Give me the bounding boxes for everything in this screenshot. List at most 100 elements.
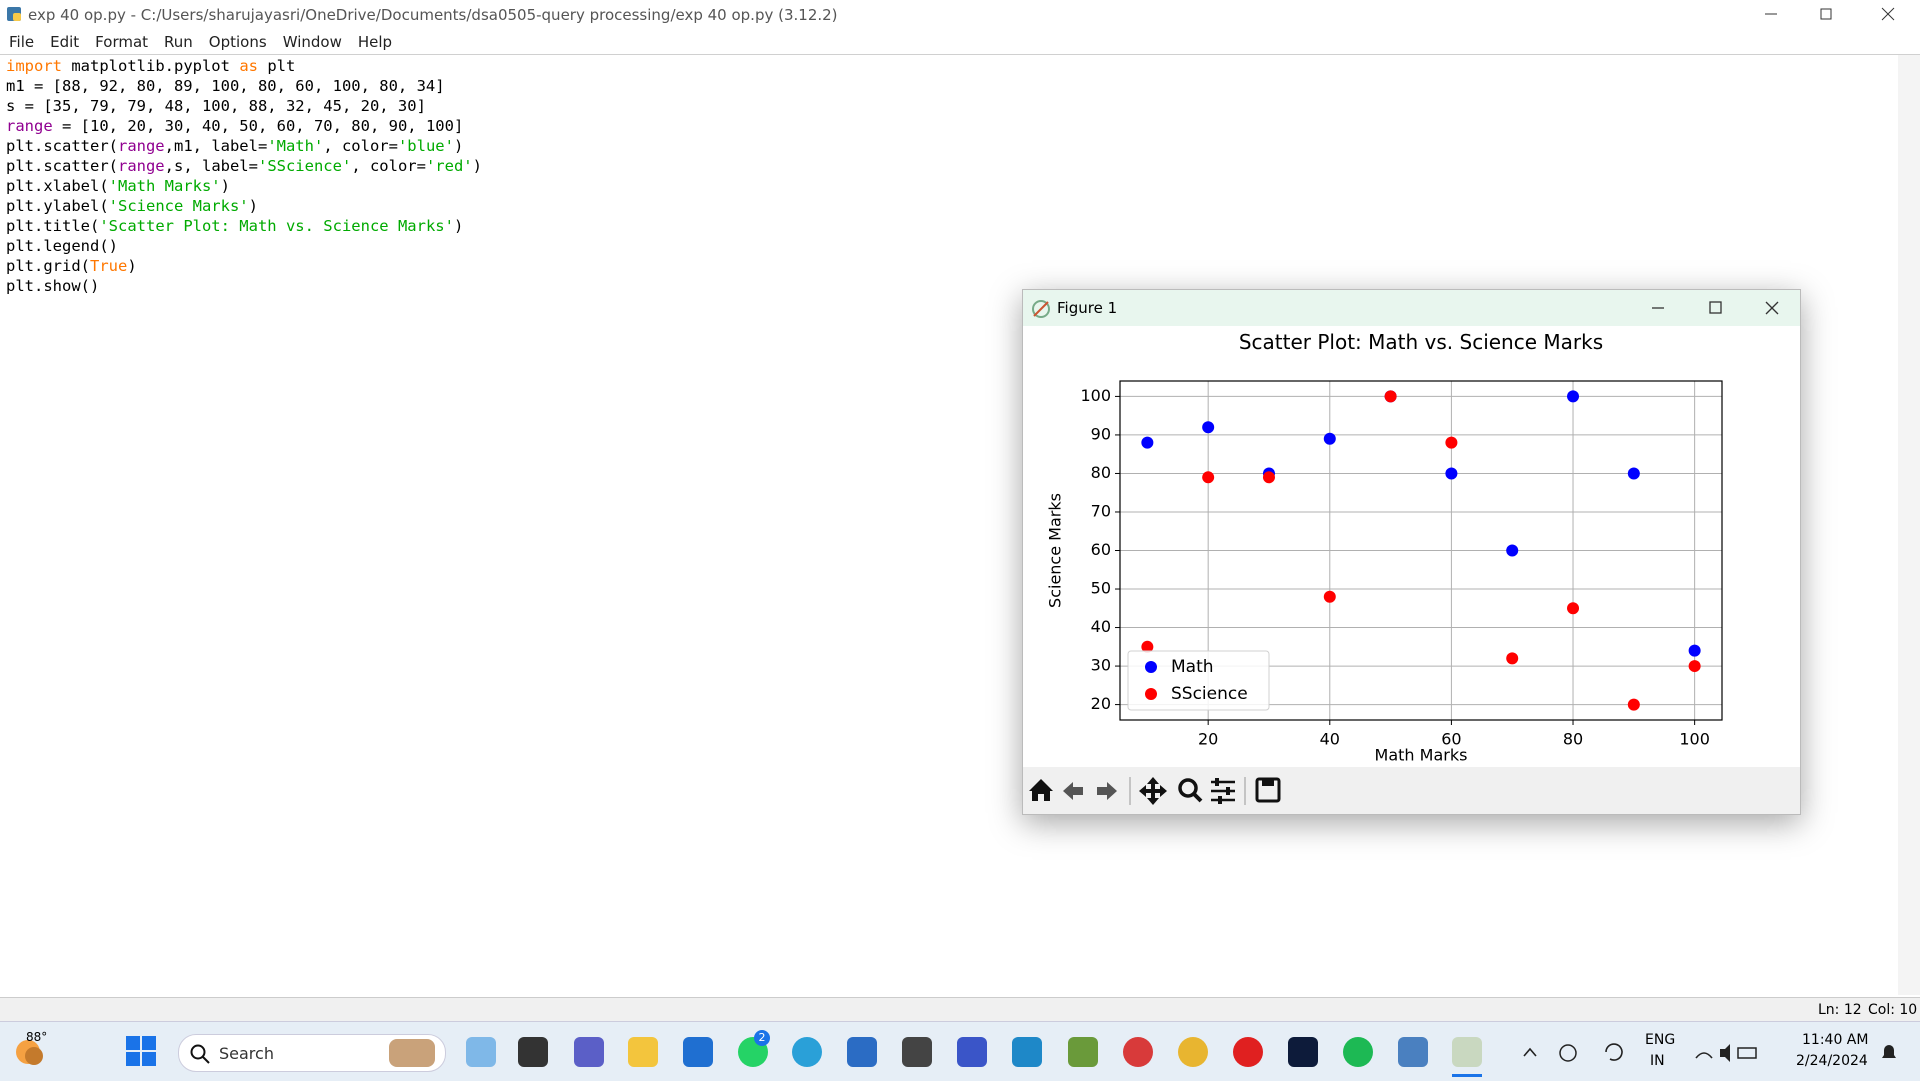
app-icon[interactable] — [847, 1037, 877, 1067]
code-token: , color= — [323, 137, 398, 155]
scatter-point — [1627, 467, 1640, 480]
scatter-point — [1141, 436, 1154, 449]
app-icon[interactable] — [1178, 1037, 1208, 1067]
code-line: plt.grid(True) — [6, 256, 482, 276]
code-token: ) — [248, 197, 258, 215]
weather-icon[interactable] — [12, 1034, 48, 1070]
figure-window: Figure 1 Scatter Plot: Math vs. Science … — [1022, 289, 1801, 815]
language: ENG — [1645, 1032, 1676, 1048]
scatter-point — [1445, 467, 1458, 480]
app-icon[interactable] — [1233, 1037, 1263, 1067]
menu-item[interactable]: Help — [357, 33, 393, 51]
x-tick-label: 40 — [1320, 730, 1340, 749]
app-icon[interactable] — [466, 1037, 496, 1067]
region: IN — [1650, 1053, 1665, 1069]
plot-frame — [1119, 380, 1723, 721]
chart-title: Scatter Plot: Math vs. Science Marks — [1239, 330, 1603, 354]
weather-temp: 88° — [26, 1030, 48, 1044]
app-icon[interactable] — [957, 1037, 987, 1067]
code-token: ) — [127, 257, 137, 275]
taskbar: 88° Search 2 ENG IN 11:40 AM 2/24/2024 — [0, 1021, 1920, 1081]
menu-item[interactable]: Run — [164, 33, 193, 51]
code-line: plt.scatter(range,s, label='SScience', c… — [6, 156, 482, 176]
code-line: s = [35, 79, 79, 48, 100, 88, 32, 45, 20… — [6, 96, 482, 116]
code-token: ) — [453, 217, 464, 235]
app-icon[interactable] — [1068, 1037, 1098, 1067]
scatter-point — [1567, 390, 1580, 403]
column-number: Col: 10 — [1868, 1002, 1918, 1018]
window-controls[interactable] — [1760, 6, 1910, 22]
menu-item[interactable]: Edit — [50, 33, 80, 51]
app-icon[interactable] — [902, 1037, 932, 1067]
figure-canvas: Scatter Plot: Math vs. Science Marks Math… — [1023, 326, 1800, 767]
scatter-point — [1567, 602, 1580, 615]
code-line: plt.ylabel('Science Marks') — [6, 196, 482, 216]
code-token: range — [117, 137, 165, 155]
app-icon — [7, 7, 21, 21]
scatter-point — [1688, 660, 1701, 673]
code-token: plt — [257, 57, 296, 75]
toolbar-buttons[interactable] — [1023, 767, 1283, 814]
code-token: 'Science Marks' — [108, 197, 249, 215]
x-tick-label: 60 — [1441, 730, 1461, 749]
code-token: plt.scatter( — [6, 157, 118, 175]
code-token: s = [35, 79, 79, 48, 100, 88, 32, 45, 20… — [6, 97, 426, 115]
code-token: 'Scatter Plot: Math vs. Science Marks' — [99, 217, 454, 235]
code-token: 'Math Marks' — [108, 177, 221, 195]
code-token: range — [117, 157, 165, 175]
menu-bar: File Edit Format Run Options Window Help — [0, 28, 1920, 55]
active-indicator — [1452, 1074, 1482, 1077]
code-token: True — [90, 257, 128, 275]
app-icon[interactable] — [574, 1037, 604, 1067]
code-token: import — [6, 57, 62, 75]
app-icon[interactable] — [683, 1037, 713, 1067]
menu-item[interactable]: Window — [282, 33, 342, 51]
code-editor[interactable]: import matplotlib.pyplot as plt m1 = [88,… — [6, 56, 482, 296]
tray-icons[interactable] — [1520, 1040, 1760, 1064]
code-token: , color= — [351, 157, 426, 175]
app-icon[interactable] — [792, 1037, 822, 1067]
code-token: ,m1, label= — [164, 137, 268, 155]
app-icon[interactable] — [1012, 1037, 1042, 1067]
code-token: ) — [220, 177, 230, 195]
figure-title-bar: Figure 1 — [1023, 290, 1800, 326]
scatter-point — [1202, 421, 1215, 434]
scatter-point — [1262, 471, 1275, 484]
code-token: m1 = [88, 92, 80, 89, 100, 80, 60, 100, … — [6, 77, 445, 95]
app-icon[interactable] — [1452, 1037, 1482, 1067]
code-token: as — [239, 57, 258, 75]
legend-marker — [1145, 688, 1157, 700]
code-token: plt.legend() — [6, 237, 118, 255]
y-tick-label: 30 — [1091, 656, 1111, 675]
menu-item[interactable]: File — [9, 33, 35, 51]
y-tick-label: 60 — [1091, 540, 1111, 559]
legend-label: SScience — [1171, 684, 1248, 704]
scatter-point — [1627, 698, 1640, 711]
y-tick-label: 90 — [1091, 424, 1111, 443]
notifications-icon[interactable] — [1878, 1042, 1900, 1064]
search-box[interactable]: Search — [178, 1034, 446, 1072]
code-token: ) — [472, 157, 482, 175]
menu-item[interactable]: Format — [95, 33, 149, 51]
y-tick-label: 20 — [1091, 694, 1111, 713]
code-token: 'SScience' — [257, 157, 352, 175]
scatter-point — [1506, 544, 1519, 557]
code-line: plt.title('Scatter Plot: Math vs. Scienc… — [6, 216, 482, 236]
legend-label: Math — [1171, 657, 1214, 677]
clock-date: 2/24/2024 — [1796, 1053, 1868, 1069]
menu-item[interactable]: Options — [208, 33, 267, 51]
app-icon[interactable] — [628, 1037, 658, 1067]
app-icon[interactable] — [1123, 1037, 1153, 1067]
app-icon[interactable] — [1398, 1037, 1428, 1067]
figure-controls[interactable] — [1643, 298, 1793, 318]
x-tick-label: 80 — [1563, 730, 1583, 749]
app-icon[interactable] — [518, 1037, 548, 1067]
start-button[interactable] — [126, 1036, 156, 1066]
scatter-point — [1688, 644, 1701, 657]
scatter-point — [1323, 432, 1336, 445]
app-icon[interactable] — [1343, 1037, 1373, 1067]
scrollbar[interactable] — [1898, 55, 1920, 995]
code-token: plt.show() — [6, 277, 100, 295]
app-icon[interactable] — [1288, 1037, 1318, 1067]
